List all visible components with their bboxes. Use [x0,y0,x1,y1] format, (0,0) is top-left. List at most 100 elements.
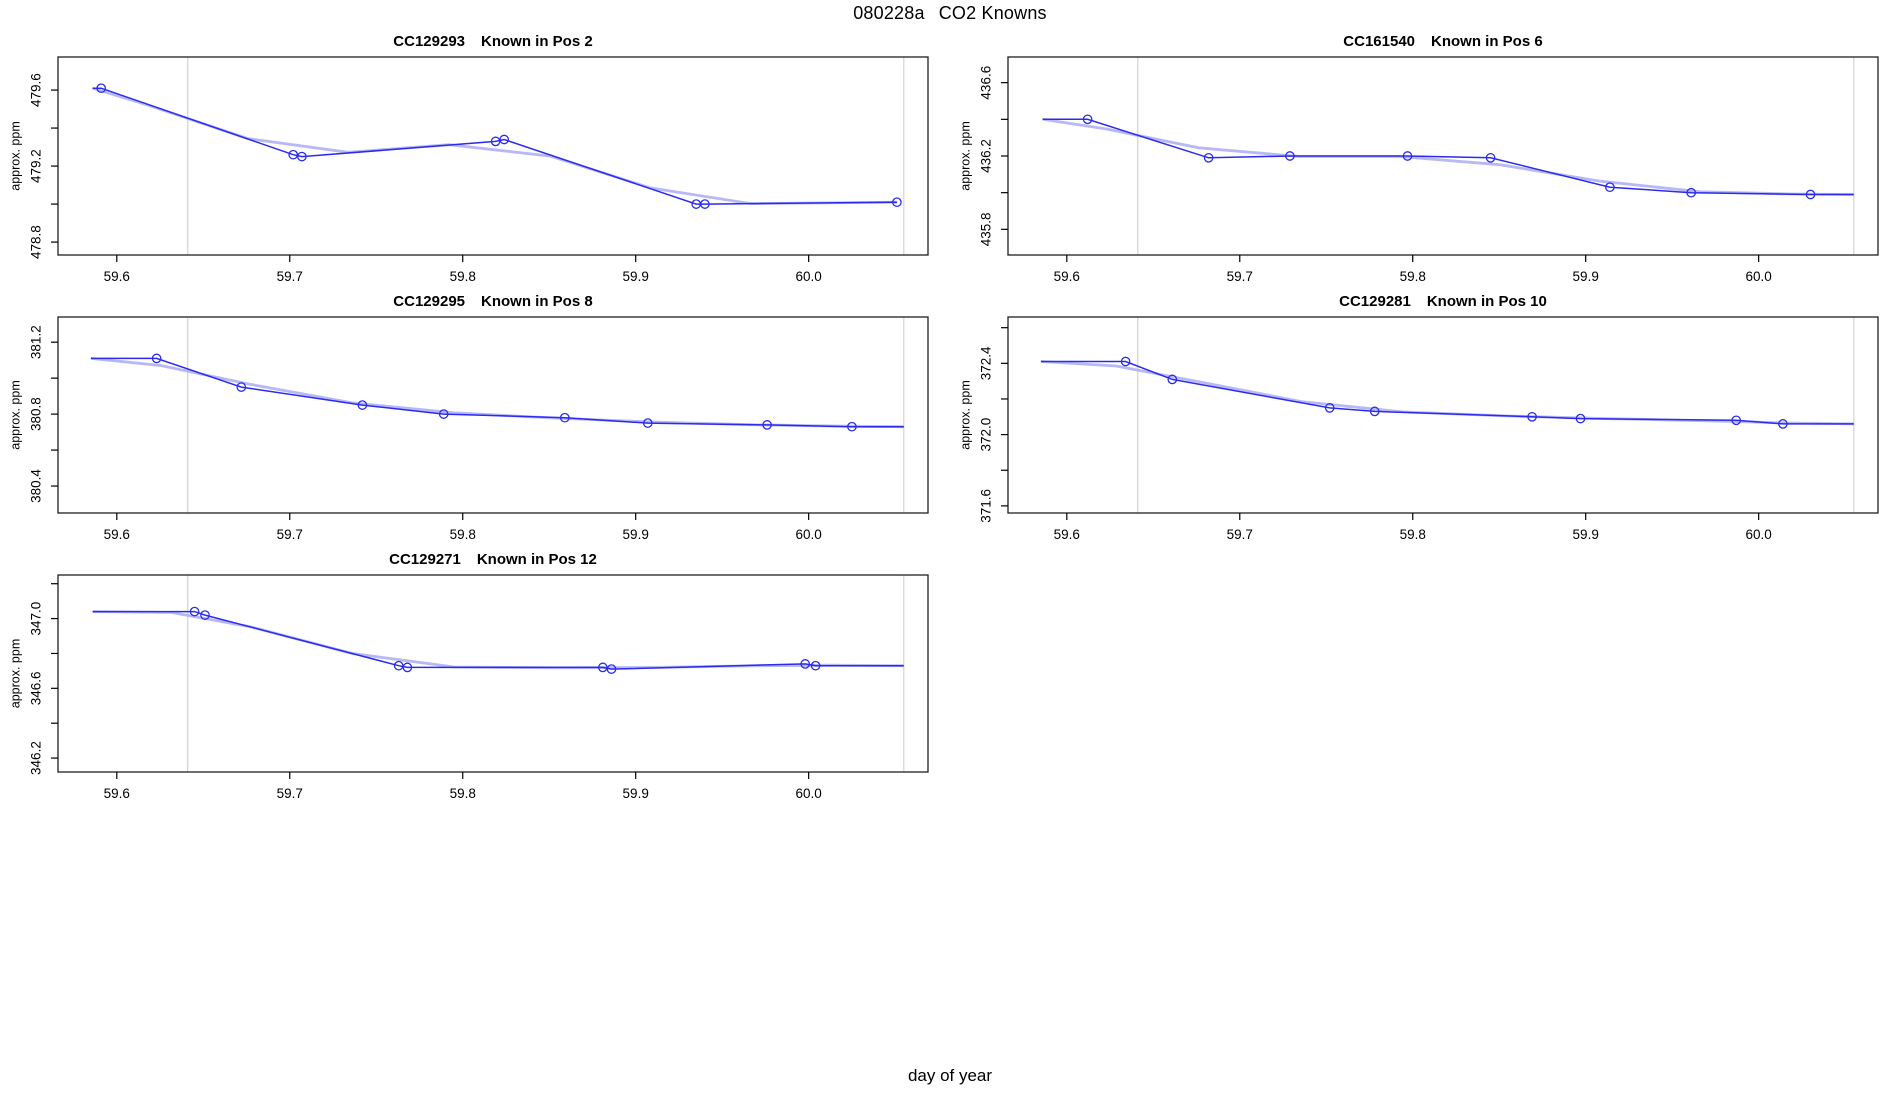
data-point-marker [1575,413,1586,424]
data-line [92,87,897,205]
subplot-title-position: Known in Pos 10 [1427,293,1547,310]
y-tick-label: 346.2 [29,741,44,775]
y-axis-title: approx. ppm [8,639,22,708]
y-tick-label: 371.6 [979,489,994,523]
y-tick-label: 436.2 [979,139,994,173]
y-axis-title: approx. ppm [958,121,972,190]
subplot-CC129293: 59.6 59.7 59.8 59.9 60.0 478.8 479.2 479.6 appro… [8,33,929,284]
data-point-marker [1778,419,1788,429]
outer-x-axis-label: day of year [907,1066,993,1085]
x-tick-label: 60.0 [796,527,822,542]
plot-box [57,316,929,514]
subplot-title-position: Known in Pos 8 [481,293,593,310]
y-tick-label: 347.0 [29,602,44,636]
plot-box [57,56,929,256]
subplot-CC129271: 59.6 59.7 59.8 59.9 60.0 346.2 346.6 347.0 appro… [8,551,929,801]
x-tick-label: 59.9 [623,786,649,801]
x-tick-label: 59.9 [1573,269,1599,284]
y-tick-label: 346.6 [29,671,44,705]
data-point-marker [892,197,902,208]
y-tick-label: 478.8 [29,225,44,259]
x-tick-label: 59.9 [1573,527,1599,542]
data-point-marker [357,400,368,410]
x-tick-label: 60.0 [1746,527,1772,542]
data-point-marker [1485,152,1496,163]
data-point-marker [1686,187,1697,198]
data-point-marker [1120,356,1131,367]
plot-box [1007,316,1879,514]
y-tick-label: 436.6 [979,66,994,100]
data-point-marker [642,418,653,428]
y-axis-title: approx. ppm [958,380,972,449]
plot-box [57,574,929,773]
plot-box [1007,56,1879,256]
y-tick-label: 380.4 [29,469,44,503]
data-point-marker [402,662,413,673]
data-point-marker [1402,151,1413,161]
x-tick-label: 59.7 [1227,527,1253,542]
subplot-title-position: Known in Pos 2 [481,33,593,50]
x-tick-label: 59.8 [1400,269,1426,284]
x-tick-label: 59.8 [1400,527,1426,542]
data-point-marker [762,420,772,430]
data-line [92,610,904,670]
subplot-title: CC129295 Known in Pos 8 [393,293,592,310]
data-point-marker [1731,415,1742,426]
data-point-marker [1527,411,1537,422]
data-point-marker [847,421,857,432]
subplot-CC161540: 59.6 59.7 59.8 59.9 60.0 435.8 436.2 436.6 appro… [958,33,1879,284]
subplot-title-position: Known in Pos 6 [1431,33,1543,50]
x-tick-label: 59.7 [277,527,303,542]
data-point-marker [1285,151,1295,161]
x-tick-label: 59.6 [1054,527,1080,542]
x-tick-label: 60.0 [796,269,822,284]
data-point-marker [200,610,210,620]
x-tick-label: 59.9 [623,527,649,542]
data-point-marker [236,382,247,392]
subplot-title-code: CC129295 [393,293,465,310]
subplot-title: CC161540 Known in Pos 6 [1343,33,1542,50]
data-point-marker [606,664,617,674]
y-tick-label: 479.2 [29,149,44,183]
x-tick-label: 59.6 [104,527,130,542]
data-point-marker [1203,152,1214,163]
y-tick-label: 479.6 [29,73,44,107]
x-tick-label: 59.7 [1227,269,1253,284]
data-point-marker [297,151,307,162]
x-tick-label: 59.8 [450,786,476,801]
x-tick-label: 60.0 [1746,269,1772,284]
figure-title-run-id: 080228a [853,3,925,23]
subplot-title-code: CC129281 [1339,293,1411,310]
subplot-CC129295: 59.6 59.7 59.8 59.9 60.0 380.4 380.8 381.2 appro… [8,293,929,542]
x-tick-label: 59.7 [277,786,303,801]
data-point-marker [700,199,710,209]
data-point-marker [1369,406,1380,417]
data-point-marker [499,134,510,145]
data-point-marker [96,83,107,94]
subplot-title: CC129293 Known in Pos 2 [393,33,592,50]
subplot-CC129281: 59.6 59.7 59.8 59.9 60.0 371.6 372.0 372.4 appro… [958,293,1879,542]
smooth-fit-line [92,610,904,670]
data-line [1040,360,1854,425]
y-tick-label: 381.2 [29,325,44,359]
y-tick-label: 435.8 [979,212,994,246]
subplot-title-code: CC129293 [393,33,465,50]
y-tick-label: 372.4 [979,346,994,380]
figure-title-subject: CO2 Knowns [938,3,1047,23]
data-point-marker [1805,189,1816,200]
x-tick-label: 59.9 [623,269,649,284]
subplot-title-code: CC129271 [389,551,461,568]
data-point-marker [810,660,821,671]
data-point-marker [559,412,570,423]
x-tick-label: 59.6 [104,269,130,284]
data-line [90,357,904,428]
data-point-marker [438,409,449,419]
data-line [1042,118,1854,196]
x-tick-label: 60.0 [796,786,822,801]
y-axis-title: approx. ppm [8,121,22,190]
x-tick-label: 59.8 [450,527,476,542]
data-point-marker [1082,114,1093,125]
subplot-title: CC129271 Known in Pos 12 [389,551,597,568]
